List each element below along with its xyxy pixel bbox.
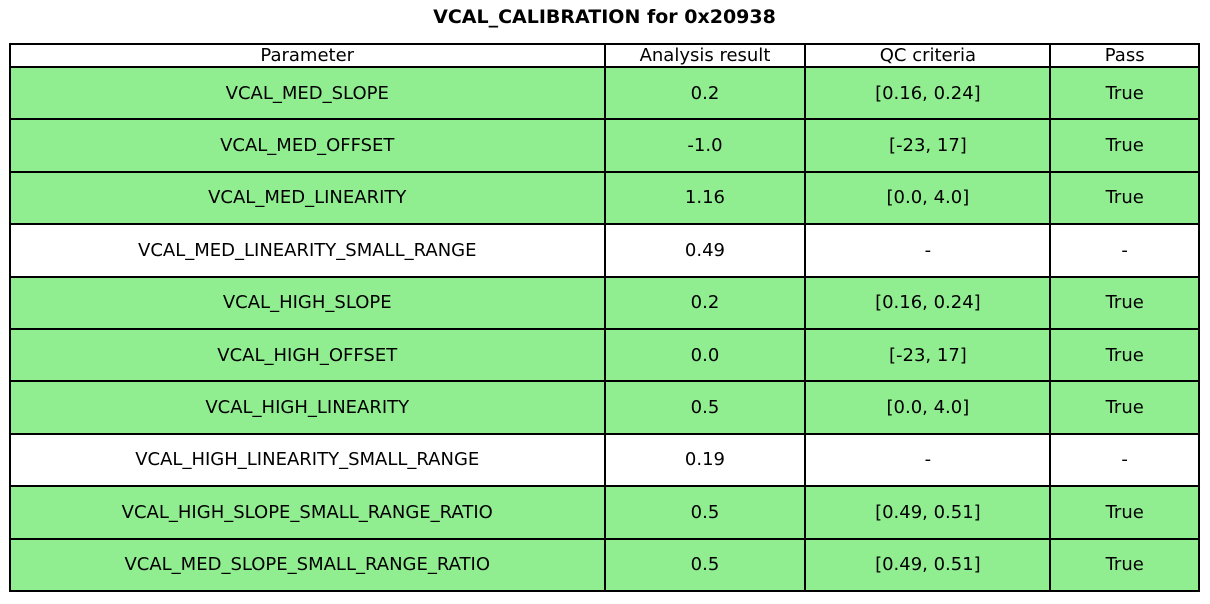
table-header-row: Parameter Analysis result QC criteria Pa… <box>9 43 1200 68</box>
parameter-cell: VCAL_HIGH_SLOPE <box>9 275 606 330</box>
parameter-cell: VCAL_MED_OFFSET <box>9 118 606 173</box>
table-row: VCAL_HIGH_OFFSET 0.0 [-23, 17] True <box>9 327 1200 383</box>
qc-criteria-cell: [0.0, 4.0] <box>804 380 1052 435</box>
qc-criteria-cell: [0.49, 0.51] <box>804 537 1052 593</box>
qc-criteria-cell: [0.0, 4.0] <box>804 170 1052 226</box>
table-row: VCAL_HIGH_SLOPE 0.2 [0.16, 0.24] True <box>9 275 1200 330</box>
pass-cell: True <box>1049 485 1200 540</box>
analysis-result-cell: 0.5 <box>603 537 807 593</box>
table-row: VCAL_MED_SLOPE_SMALL_RANGE_RATIO 0.5 [0.49… <box>9 537 1200 593</box>
analysis-result-cell: 0.2 <box>603 275 807 330</box>
analysis-result-cell: 0.0 <box>603 327 807 383</box>
pass-cell: True <box>1049 537 1200 593</box>
table-row: VCAL_MED_OFFSET -1.0 [-23, 17] True <box>9 118 1200 173</box>
pass-cell: - <box>1049 432 1200 488</box>
qc-criteria-cell: [-23, 17] <box>804 327 1052 383</box>
table-row: VCAL_HIGH_LINEARITY 0.5 [0.0, 4.0] True <box>9 380 1200 435</box>
pass-cell: True <box>1049 118 1200 173</box>
qc-criteria-cell: - <box>804 223 1052 278</box>
table-header: Parameter Analysis result QC criteria Pa… <box>9 43 1200 68</box>
qc-criteria-cell: [0.16, 0.24] <box>804 65 1052 121</box>
table-row: VCAL_MED_LINEARITY 1.16 [0.0, 4.0] True <box>9 170 1200 226</box>
table-row: VCAL_HIGH_SLOPE_SMALL_RANGE_RATIO 0.5 [0.4… <box>9 485 1200 540</box>
qc-criteria-cell: [0.16, 0.24] <box>804 275 1052 330</box>
parameter-cell: VCAL_HIGH_LINEARITY_SMALL_RANGE <box>9 432 606 488</box>
table-body: VCAL_MED_SLOPE 0.2 [0.16, 0.24] True VCAL_ME… <box>9 65 1200 593</box>
qc-criteria-cell: [0.49, 0.51] <box>804 485 1052 540</box>
pass-cell: True <box>1049 170 1200 226</box>
analysis-result-cell: 0.49 <box>603 223 807 278</box>
analysis-result-cell: 0.2 <box>603 65 807 121</box>
parameter-cell: VCAL_MED_SLOPE_SMALL_RANGE_RATIO <box>9 537 606 593</box>
column-header-analysis-result: Analysis result <box>603 43 807 68</box>
analysis-result-cell: -1.0 <box>603 118 807 173</box>
pass-cell: True <box>1049 275 1200 330</box>
parameter-cell: VCAL_MED_SLOPE <box>9 65 606 121</box>
qc-criteria-cell: - <box>804 432 1052 488</box>
parameter-cell: VCAL_MED_LINEARITY <box>9 170 606 226</box>
analysis-result-cell: 1.16 <box>603 170 807 226</box>
pass-cell: True <box>1049 327 1200 383</box>
parameter-cell: VCAL_HIGH_OFFSET <box>9 327 606 383</box>
table-row: VCAL_MED_SLOPE 0.2 [0.16, 0.24] True <box>9 65 1200 121</box>
qc-criteria-cell: [-23, 17] <box>804 118 1052 173</box>
parameter-cell: VCAL_MED_LINEARITY_SMALL_RANGE <box>9 223 606 278</box>
pass-cell: - <box>1049 223 1200 278</box>
pass-cell: True <box>1049 380 1200 435</box>
column-header-parameter: Parameter <box>9 43 606 68</box>
figure-title: VCAL_CALIBRATION for 0x20938 <box>433 6 776 28</box>
parameter-cell: VCAL_HIGH_LINEARITY <box>9 380 606 435</box>
pass-cell: True <box>1049 65 1200 121</box>
table-row: VCAL_MED_LINEARITY_SMALL_RANGE 0.49- - <box>9 223 1200 278</box>
parameter-cell: VCAL_HIGH_SLOPE_SMALL_RANGE_RATIO <box>9 485 606 540</box>
analysis-result-cell: 0.19 <box>603 432 807 488</box>
analysis-result-cell: 0.5 <box>603 380 807 435</box>
column-header-qc-criteria: QC criteria <box>804 43 1052 68</box>
analysis-result-cell: 0.5 <box>603 485 807 540</box>
column-header-pass: Pass <box>1049 43 1200 68</box>
qc-results-table: Parameter Analysis result QC criteria Pa… <box>9 43 1200 593</box>
table-row: VCAL_HIGH_LINEARITY_SMALL_RANGE 0.19- - <box>9 432 1200 488</box>
